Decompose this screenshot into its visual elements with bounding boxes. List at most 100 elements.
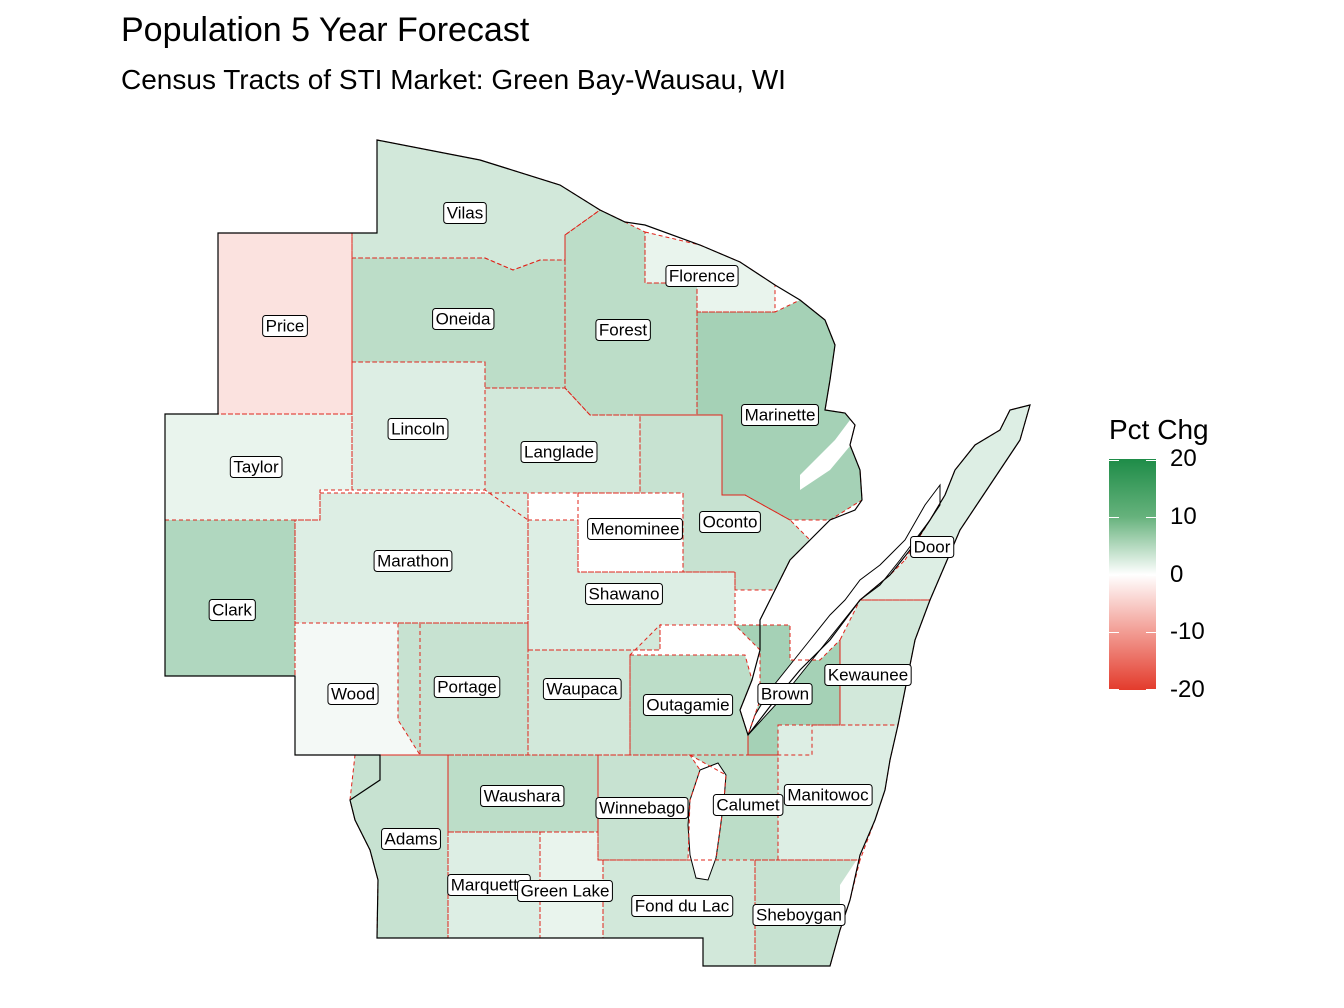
- legend-tick: [1146, 574, 1156, 576]
- legend-tick: [1109, 632, 1119, 634]
- legend-tick: [1146, 516, 1156, 518]
- county-label-marathon: Marathon: [373, 550, 453, 572]
- county-label-forest: Forest: [595, 319, 651, 341]
- county-region-clark: [165, 520, 295, 676]
- legend-tick: [1146, 632, 1156, 634]
- lake-shore-east: [840, 410, 1100, 980]
- county-label-box: [373, 550, 453, 572]
- county-label-waushara: Waushara: [480, 785, 565, 807]
- county-label-text: Shawano: [589, 585, 660, 604]
- county-label-wood: Wood: [327, 683, 379, 705]
- chart-title: Population 5 Year Forecast: [121, 11, 530, 49]
- county-label-price: Price: [262, 315, 308, 337]
- county-label-fond-du-lac: Fond du Lac: [631, 895, 734, 917]
- county-label-text: Price: [266, 317, 305, 336]
- county-label-box: [432, 308, 495, 330]
- county-label-outagamie: Outagamie: [642, 694, 734, 716]
- water-features: [687, 410, 1100, 980]
- county-label-text: Kewaunee: [828, 666, 908, 685]
- legend-tick: [1146, 460, 1156, 461]
- county-border-clark: [164, 519, 296, 677]
- county-label-text: Portage: [437, 678, 497, 697]
- county-label-text: Vilas: [447, 204, 484, 223]
- county-label-box: [229, 456, 283, 478]
- county-label-lincoln: Lincoln: [387, 418, 449, 440]
- legend-break-label: 10: [1170, 502, 1197, 530]
- county-label-box: [381, 828, 441, 850]
- county-label-text: Menominee: [591, 520, 680, 539]
- county-border-portage: [397, 622, 529, 756]
- county-label-portage: Portage: [433, 676, 501, 698]
- county-label-text: Brown: [761, 685, 809, 704]
- county-label-text: Oneida: [436, 310, 491, 329]
- county-label-box: [595, 797, 689, 819]
- county-label-text: Forest: [599, 321, 647, 340]
- county-label-box: [910, 536, 955, 558]
- county-label-text: Marathon: [377, 552, 449, 571]
- county-label-text: Waushara: [484, 787, 561, 806]
- county-label-text: Clark: [212, 601, 252, 620]
- county-region-door: [860, 405, 1030, 600]
- county-label-text: Florence: [669, 267, 735, 286]
- market-outline: [164, 139, 1031, 967]
- county-label-calumet: Calumet: [712, 794, 784, 816]
- county-label-kewaunee: Kewaunee: [824, 664, 912, 686]
- legend-tick: [1109, 460, 1119, 461]
- county-border-langlade: [484, 387, 641, 521]
- county-label-text: Marinette: [745, 406, 816, 425]
- county-label-text: Calumet: [716, 796, 780, 815]
- county-label-box: [783, 784, 873, 806]
- county-label-box: [757, 683, 813, 705]
- lake-winnebago: [687, 762, 727, 881]
- county-label-box: [327, 683, 379, 705]
- county-label-text: Oconto: [703, 513, 758, 532]
- county-label-taylor: Taylor: [229, 456, 283, 478]
- county-label-text: Langlade: [524, 443, 594, 462]
- county-label-manitowoc: Manitowoc: [783, 784, 873, 806]
- county-label-text: Green Lake: [521, 882, 610, 901]
- county-label-box: [631, 895, 734, 917]
- county-label-text: Manitowoc: [787, 786, 869, 805]
- county-label-shawano: Shawano: [585, 583, 663, 605]
- county-label-marquette: Marquette: [447, 874, 531, 896]
- legend-title: Pct Chg: [1109, 414, 1209, 445]
- county-label-text: Adams: [385, 830, 438, 849]
- county-region-kewaunee: [840, 600, 930, 725]
- legend-tick: [1109, 516, 1119, 518]
- county-label-box: [665, 265, 739, 287]
- county-label-text: Sheboygan: [756, 906, 842, 925]
- county-label-box: [387, 418, 449, 440]
- county-label-marinette: Marinette: [741, 404, 819, 426]
- county-label-langlade: Langlade: [520, 441, 598, 463]
- county-label-box: [480, 785, 565, 807]
- county-label-box: [595, 319, 651, 341]
- county-label-text: Marquette: [451, 876, 528, 895]
- county-label-box: [642, 694, 734, 716]
- county-label-box: [520, 441, 598, 463]
- county-label-clark: Clark: [208, 599, 256, 621]
- county-label-text: Waupaca: [546, 680, 618, 699]
- county-label-adams: Adams: [381, 828, 441, 850]
- county-label-brown: Brown: [757, 683, 813, 705]
- county-label-box: [517, 880, 613, 902]
- county-label-text: Door: [914, 538, 951, 557]
- legend-tick: [1146, 689, 1156, 690]
- legend-break-label: 20: [1170, 445, 1197, 472]
- legend-tick: [1109, 574, 1119, 576]
- county-label-text: Wood: [331, 685, 375, 704]
- legend-break-label: 0: [1170, 560, 1184, 588]
- chart-subtitle: Census Tracts of STI Market: Green Bay-W…: [121, 64, 786, 95]
- county-label-box: [433, 676, 501, 698]
- county-label-box: [542, 678, 622, 700]
- county-label-text: Lincoln: [391, 420, 445, 439]
- county-label-box: [699, 511, 761, 533]
- county-label-box: [752, 904, 846, 926]
- county-region-oconto: [640, 415, 810, 590]
- county-labels: Vilas Florence Oneida Price Forest Marinette L…: [208, 202, 955, 926]
- county-label-box: [712, 794, 784, 816]
- county-border-brown: [733, 624, 841, 756]
- county-label-text: Winnebago: [599, 799, 685, 818]
- county-label-box: [208, 599, 256, 621]
- big-bay-de-noc-shore: [800, 415, 862, 490]
